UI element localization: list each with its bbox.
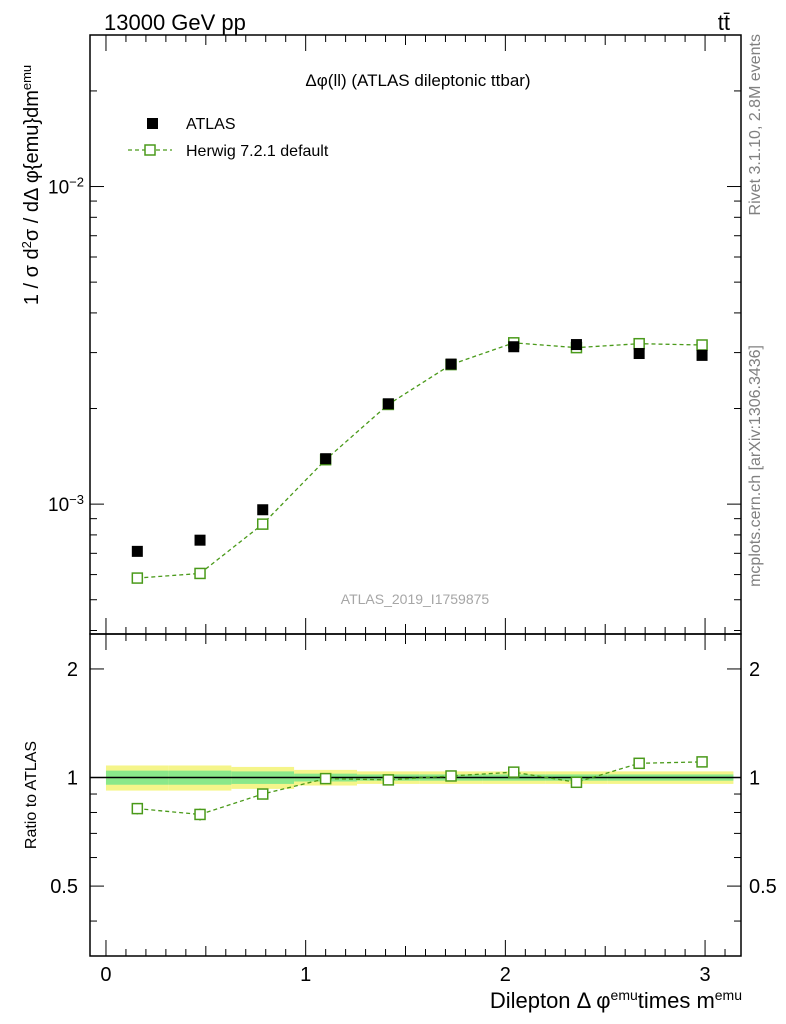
atlas-point [696, 349, 708, 361]
ratio-y-axis-label: Ratio to ATLAS [23, 741, 40, 849]
process-label: tt̄ [718, 10, 730, 35]
ratio-y-tick-label-right: 0.5 [749, 876, 777, 898]
atlas-point [131, 545, 143, 557]
y-tick-label: 10−2 [48, 174, 84, 199]
analysis-id-label: ATLAS_2019_I1759875 [341, 591, 490, 607]
atlas-point [508, 341, 520, 353]
ratio-herwig-point [256, 788, 269, 800]
legend: ATLAS Herwig 7.2.1 default [128, 116, 329, 160]
legend-herwig-label: Herwig 7.2.1 default [186, 143, 329, 160]
ratio-herwig-point [633, 757, 645, 770]
ratio-panel: 0.5 0.5 1 1 2 2 0 1 2 3 Ratio to ATLAS Dilepton … [23, 633, 777, 1013]
x-tick-label: 2 [500, 964, 511, 986]
rivet-version-label: Rivet 3.1.10, 2.8M events [747, 34, 764, 215]
x-axis-label: Dilepton Δ φemutimes memu [490, 987, 742, 1013]
ratio-y-tick-label: 1 [67, 768, 78, 790]
legend-atlas-marker [147, 118, 158, 129]
ratio-herwig-point [194, 808, 206, 821]
ratio-y-tick-label: 0.5 [50, 876, 78, 898]
main-x-ticks [105, 35, 726, 634]
ratio-y-ticks: 0.5 0.5 1 1 2 2 [50, 659, 777, 922]
atlas-point [445, 358, 457, 370]
atlas-point [257, 504, 269, 516]
atlas-point [382, 398, 394, 410]
herwig-point [194, 567, 206, 580]
ratio-herwig-point [382, 774, 395, 786]
ratio-herwig-point [696, 756, 708, 768]
herwig-point [696, 339, 708, 351]
main-y-axis-label: 1 / σ d2σ / dΔ φ{emu}dmemu [19, 65, 44, 305]
main-panel: 10−3 10−2 Δφ(ll) (ATLAS dileptonic ttbar)… [19, 34, 742, 635]
herwig-point [633, 337, 645, 350]
herwig-point [256, 518, 269, 530]
ratio-y-tick-label-right: 1 [749, 768, 760, 790]
x-tick-label: 1 [300, 964, 311, 986]
mcplots-label: mcplots.cern.ch [arXiv:1306.3436] [747, 345, 764, 587]
ratio-x-ticks: 0 1 2 3 [100, 634, 726, 986]
atlas-point [570, 339, 582, 351]
atlas-point [194, 534, 206, 546]
ratio-y-tick-label-right: 2 [749, 659, 760, 681]
ratio-herwig-point [507, 766, 520, 778]
x-tick-label: 3 [699, 964, 710, 986]
atlas-point [633, 348, 645, 360]
legend-atlas-label: ATLAS [186, 116, 236, 133]
main-y-ticks: 10−3 10−2 [48, 34, 741, 632]
ratio-frame [89, 633, 742, 957]
x-tick-label: 0 [100, 964, 111, 986]
beam-label: 13000 GeV pp [104, 10, 246, 35]
ratio-herwig-point [319, 772, 332, 785]
ratio-herwig-line [137, 761, 703, 816]
ratio-herwig-point [570, 776, 583, 789]
ratio-y-tick-label: 2 [67, 659, 78, 681]
y-tick-label: 10−3 [48, 492, 84, 517]
ratio-series [131, 756, 708, 821]
ratio-herwig-point [445, 770, 457, 782]
main-series [131, 337, 708, 584]
atlas-point [320, 453, 332, 465]
plot-title: Δφ(ll) (ATLAS dileptonic ttbar) [305, 71, 530, 90]
ratio-herwig-point [131, 802, 144, 815]
herwig-point [131, 572, 144, 584]
herwig-line [137, 342, 703, 579]
legend-herwig-marker [144, 144, 156, 156]
